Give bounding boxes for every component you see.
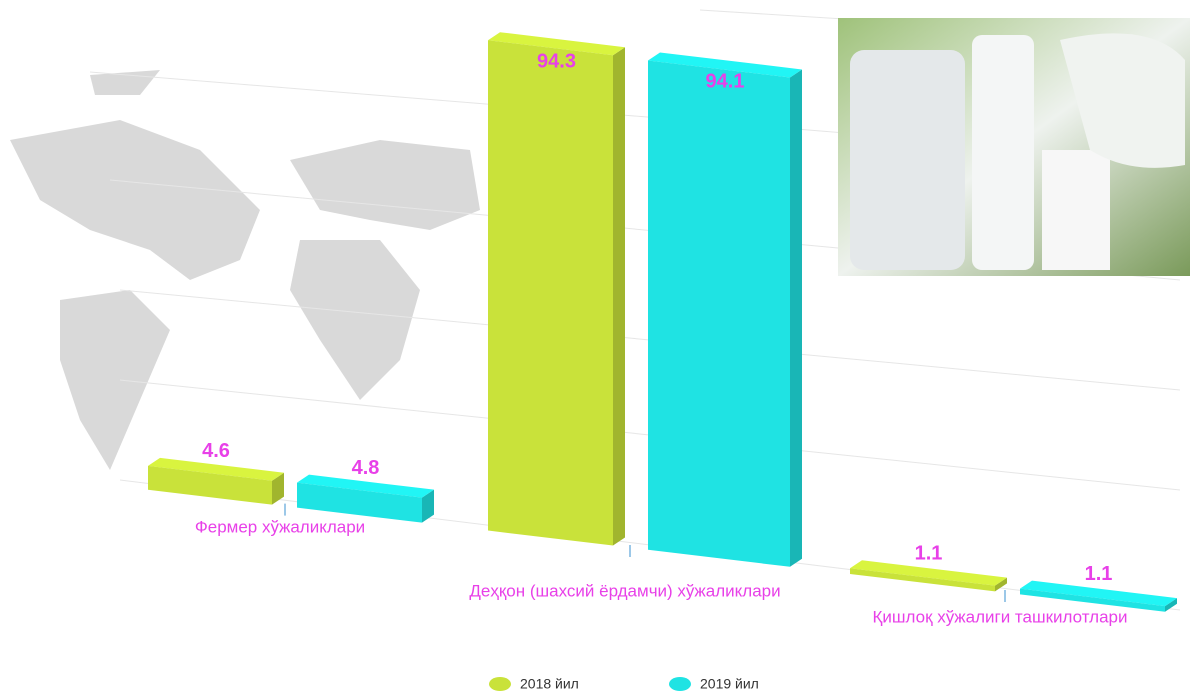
bar-top: [297, 474, 434, 498]
bar: [297, 474, 434, 523]
category-label: Деҳқон (шахсий ёрдамчи) хўжаликлари: [469, 581, 780, 600]
value-label: 4.6: [202, 440, 230, 462]
value-label: 1.1: [1085, 563, 1113, 585]
value-label: 94.1: [706, 71, 745, 93]
bar: [488, 32, 625, 546]
value-label: 94.3: [537, 50, 576, 72]
bar: [648, 52, 802, 567]
legend-swatch: [489, 677, 511, 691]
bar-side: [790, 69, 802, 567]
legend: 2018 йил 2019 йил: [489, 676, 759, 692]
bar: [148, 457, 284, 505]
bar-top: [648, 52, 802, 78]
bar: [850, 560, 1007, 592]
bar-side: [1165, 598, 1177, 612]
bar-front: [1020, 588, 1165, 612]
bar-side: [422, 489, 434, 523]
bar-front: [297, 482, 422, 523]
bar-top: [850, 560, 1007, 586]
bar-top: [148, 457, 284, 481]
bar-top: [1020, 580, 1177, 607]
value-label: 4.8: [352, 457, 380, 479]
milk-image: [838, 18, 1190, 276]
category-label: Фермер хўжаликлари: [195, 517, 365, 536]
bar-front: [148, 465, 272, 505]
value-label: 1.1: [915, 543, 943, 565]
legend-label: 2019 йил: [700, 676, 759, 692]
legend-label: 2018 йил: [520, 676, 579, 692]
bar-top: [488, 32, 625, 56]
category-label: Қишлоқ хўжалиги ташкилотлари: [873, 607, 1128, 626]
background-map: [10, 70, 480, 470]
bar-front: [648, 60, 790, 567]
legend-swatch: [669, 677, 691, 691]
bar-side: [272, 472, 284, 505]
bar-side: [613, 47, 625, 546]
bar: [1020, 580, 1177, 612]
bar-side: [995, 577, 1007, 592]
bar-front: [488, 40, 613, 546]
bar-front: [850, 568, 995, 592]
plot: 4.6 4.8 Фермер хўжаликлари 94.3 94.1 Деҳқон (…: [148, 32, 1177, 626]
